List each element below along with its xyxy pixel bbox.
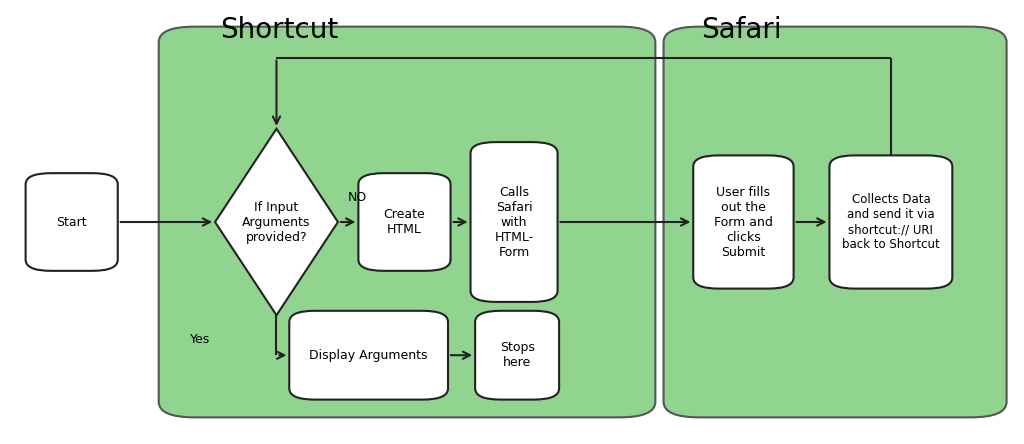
FancyBboxPatch shape — [26, 173, 118, 271]
Text: Create
HTML: Create HTML — [384, 208, 425, 236]
FancyBboxPatch shape — [358, 173, 451, 271]
FancyBboxPatch shape — [471, 142, 557, 302]
Polygon shape — [215, 129, 338, 315]
Text: User fills
out the
Form and
clicks
Submit: User fills out the Form and clicks Submi… — [714, 186, 773, 258]
Text: Safari: Safari — [701, 16, 782, 44]
Text: Collects Data
and send it via
shortcut:// URI
back to Shortcut: Collects Data and send it via shortcut:/… — [842, 193, 940, 251]
FancyBboxPatch shape — [475, 311, 559, 400]
Text: Stops
here: Stops here — [500, 341, 535, 369]
Text: Yes: Yes — [189, 333, 210, 346]
Text: Shortcut: Shortcut — [220, 16, 338, 44]
Text: NO: NO — [348, 191, 368, 204]
FancyBboxPatch shape — [664, 27, 1007, 417]
FancyBboxPatch shape — [829, 155, 952, 289]
FancyBboxPatch shape — [159, 27, 655, 417]
FancyBboxPatch shape — [693, 155, 794, 289]
Text: If Input
Arguments
provided?: If Input Arguments provided? — [243, 201, 310, 243]
Text: Display Arguments: Display Arguments — [309, 349, 428, 362]
Text: Start: Start — [56, 215, 87, 229]
FancyBboxPatch shape — [289, 311, 449, 400]
Text: Calls
Safari
with
HTML-
Form: Calls Safari with HTML- Form — [495, 186, 534, 258]
